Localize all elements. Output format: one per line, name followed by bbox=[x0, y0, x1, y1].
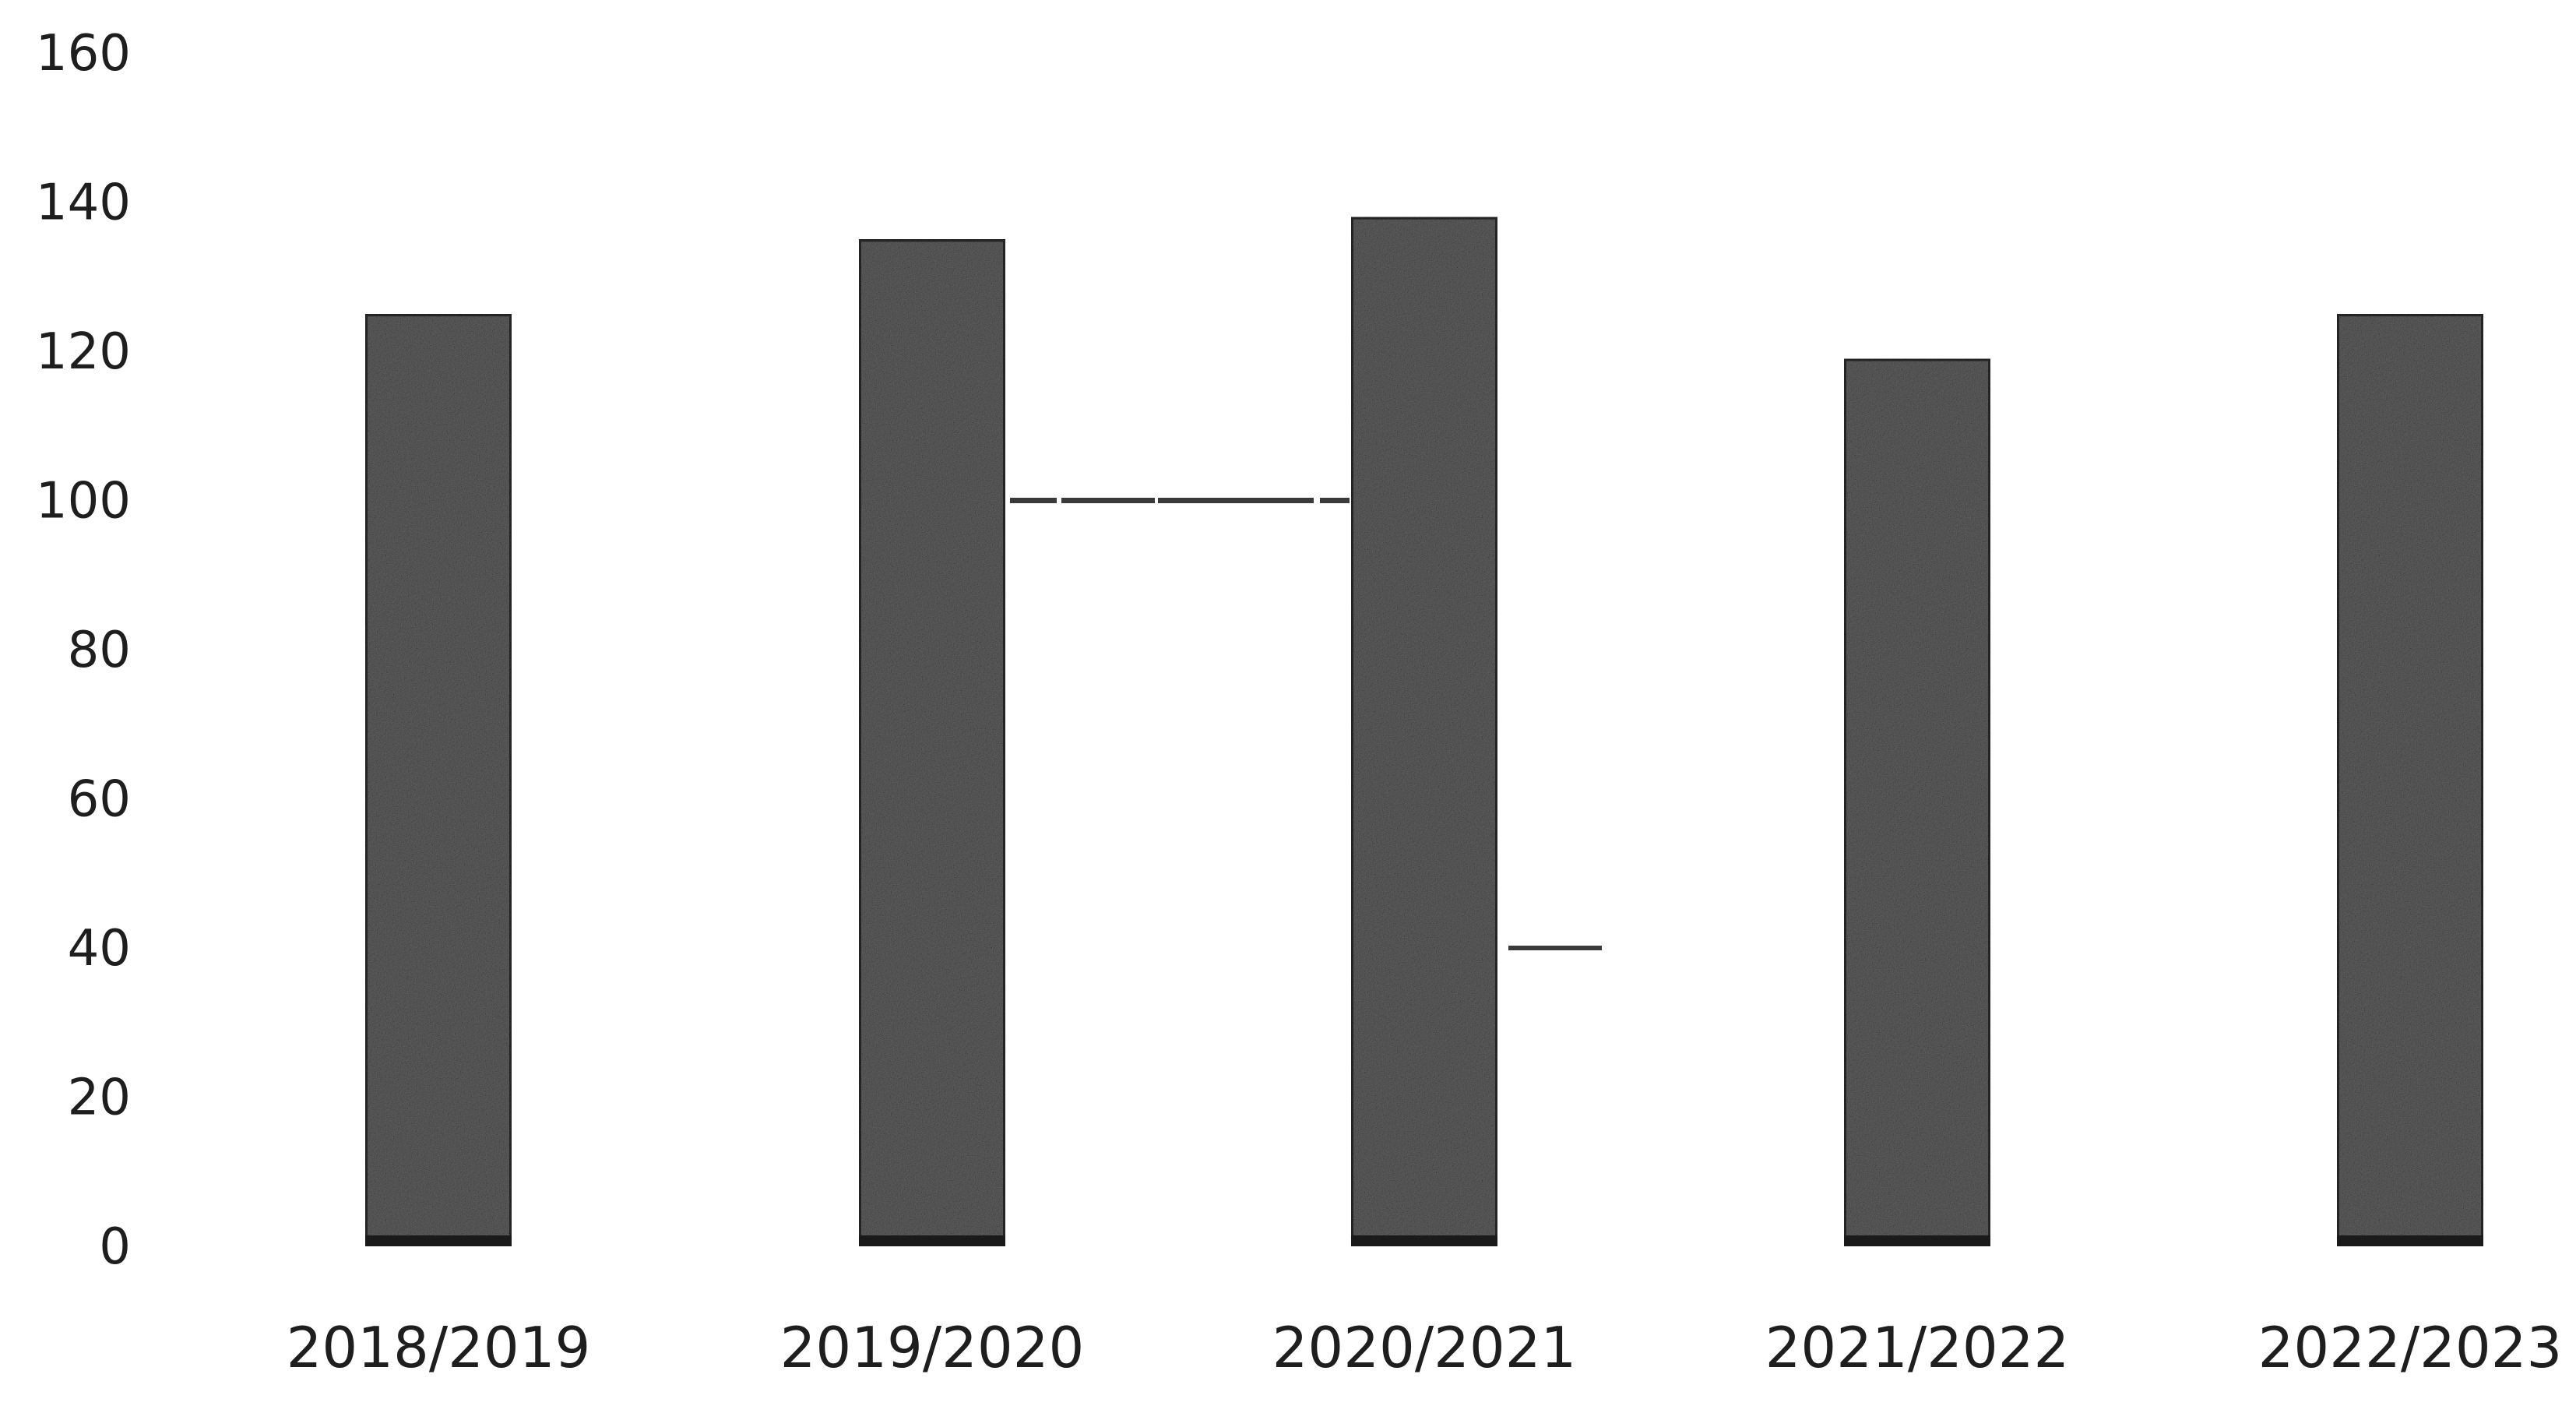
bar-base bbox=[2337, 1235, 2483, 1246]
bar bbox=[1349, 214, 1500, 1249]
x-category-label: 2020/2021 bbox=[1272, 1315, 1577, 1380]
y-tick-label: 0 bbox=[99, 1218, 131, 1276]
bar-group bbox=[363, 312, 514, 1249]
bar-group bbox=[1842, 356, 1993, 1249]
y-tick-label: 100 bbox=[36, 473, 131, 530]
bar-base bbox=[365, 1235, 512, 1246]
y-tick-label: 80 bbox=[68, 622, 131, 679]
bar bbox=[363, 312, 514, 1249]
y-tick-label: 20 bbox=[68, 1069, 131, 1127]
bar-base bbox=[1844, 1235, 1990, 1246]
y-tick-label: 60 bbox=[68, 771, 131, 829]
x-category-label: 2022/2023 bbox=[2258, 1315, 2563, 1380]
bar-group bbox=[1349, 214, 1500, 1249]
y-tick-label: 120 bbox=[36, 323, 131, 381]
bar-group bbox=[2335, 312, 2486, 1249]
x-category-label: 2021/2022 bbox=[1765, 1315, 2070, 1380]
bar bbox=[1842, 356, 1993, 1249]
bar-base bbox=[1351, 1235, 1497, 1246]
bar bbox=[857, 237, 1008, 1249]
y-tick-label: 160 bbox=[36, 25, 131, 83]
x-category-label: 2019/2020 bbox=[780, 1315, 1085, 1380]
bar-base bbox=[859, 1235, 1005, 1246]
x-category-label: 2018/2019 bbox=[287, 1315, 591, 1380]
annotations bbox=[1010, 498, 1602, 950]
bar-group bbox=[857, 237, 1008, 1249]
y-axis-tick-labels: 0 20 40 60 80 100 120 140 160 bbox=[36, 25, 131, 1276]
y-tick-label: 140 bbox=[36, 174, 131, 232]
y-tick-label: 40 bbox=[68, 920, 131, 978]
x-axis-category-labels: 2018/2019 2019/2020 2020/2021 2021/2022 2022… bbox=[287, 1315, 2563, 1380]
bars bbox=[363, 214, 2486, 1249]
bar bbox=[2335, 312, 2486, 1249]
